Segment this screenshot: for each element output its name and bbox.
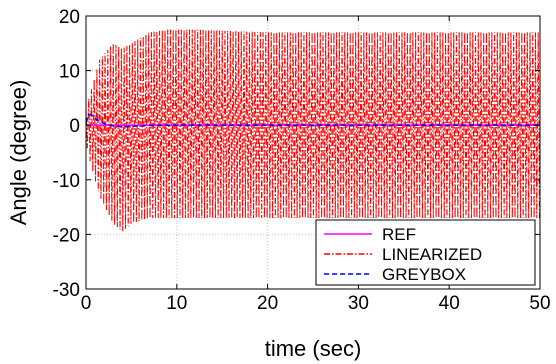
plot-series xyxy=(85,29,541,232)
x-tick-label: 20 xyxy=(257,293,278,314)
axis-ticks: 0 10 20 30 40 50 -30 -20 -10 0 10 20 xyxy=(53,7,551,314)
y-tick-label: -10 xyxy=(53,171,80,192)
y-tick-label: 0 xyxy=(69,116,80,137)
legend-label-ref: REF xyxy=(382,225,416,244)
x-axis-label: time (sec) xyxy=(265,336,362,361)
x-tick-label: 30 xyxy=(348,293,369,314)
y-tick-label: 20 xyxy=(59,7,80,28)
plot-frame xyxy=(85,15,541,290)
y-tick-label: -20 xyxy=(53,225,80,246)
x-tick-label: 50 xyxy=(529,293,550,314)
y-tick-label: 10 xyxy=(59,62,80,83)
series-line-linearized xyxy=(85,29,541,232)
x-tick-label: 10 xyxy=(166,293,187,314)
y-axis-label: Angle (degree) xyxy=(6,80,31,226)
x-tick-label: 0 xyxy=(81,293,92,314)
legend-label-greybox: GREYBOX xyxy=(382,265,466,284)
legend-label-linearized: LINEARIZED xyxy=(382,245,482,264)
series-line-greybox xyxy=(85,113,540,128)
y-tick-label: -30 xyxy=(53,280,80,301)
x-tick-label: 40 xyxy=(439,293,460,314)
